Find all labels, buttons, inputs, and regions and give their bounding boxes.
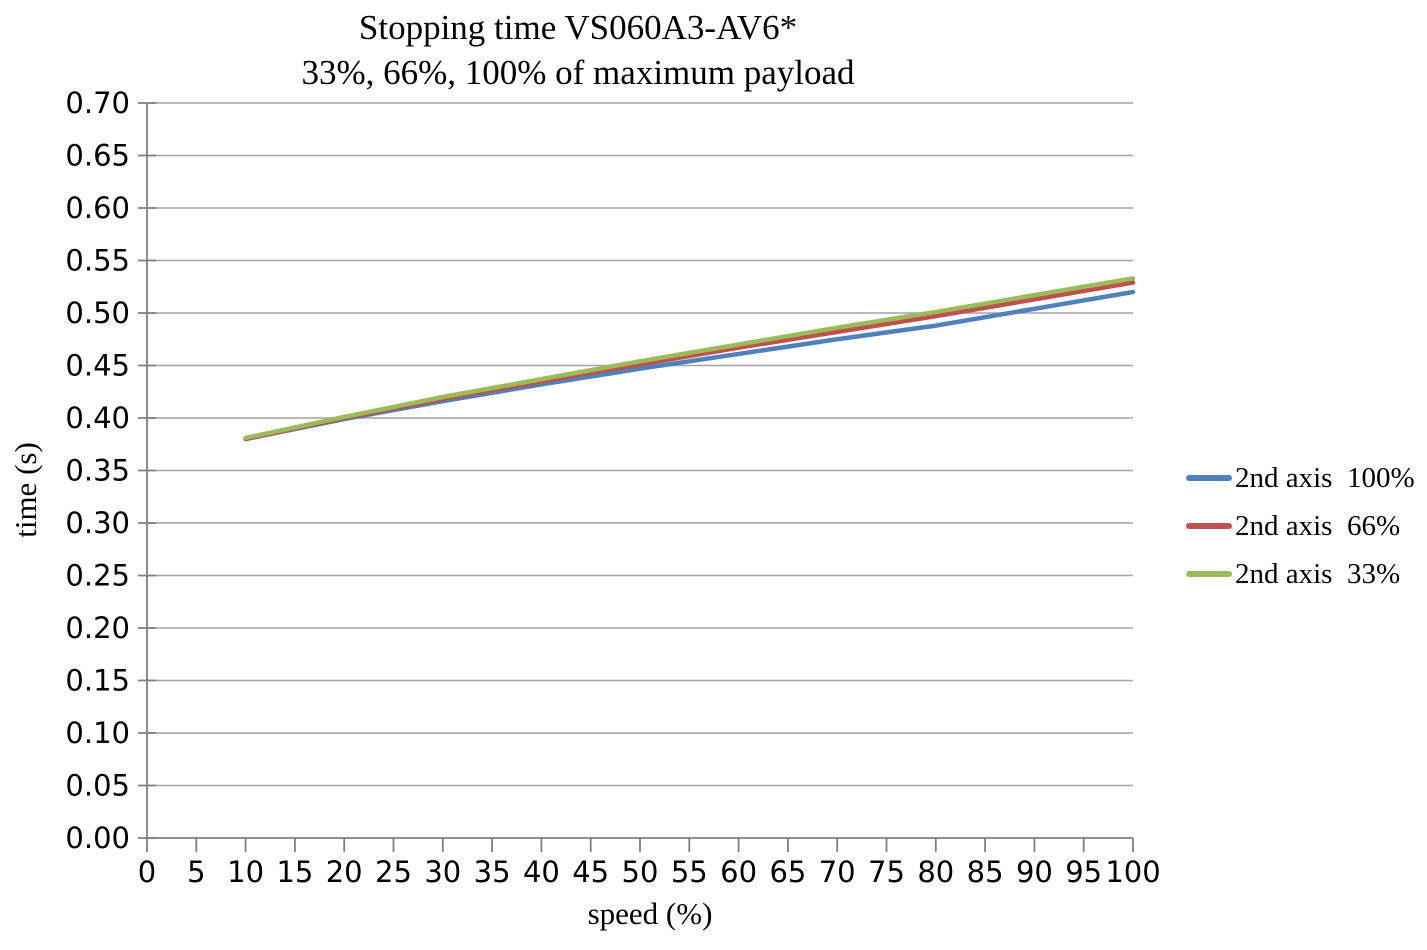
x-tick-label: 0	[138, 855, 156, 889]
legend-label: 2nd axis 100%	[1235, 461, 1415, 494]
legend-line-swatch	[1186, 523, 1232, 529]
x-axis-title: speed (%)	[587, 896, 713, 931]
x-tick-label: 80	[917, 855, 954, 889]
x-tick-label: 100	[1105, 855, 1160, 889]
x-tick-label: 35	[474, 855, 511, 889]
x-tick-label: 85	[967, 855, 1004, 889]
y-tick-label: 0.50	[65, 296, 130, 330]
y-tick-label: 0.45	[65, 349, 130, 383]
x-tick-label: 10	[227, 855, 264, 889]
legend-row: 2nd axis 100%	[1186, 454, 1415, 502]
x-tick-label: 55	[671, 855, 708, 889]
series-line-2nd-axis-33-	[243, 276, 1136, 441]
y-tick-label: 0.60	[65, 191, 130, 225]
x-tick-label: 60	[720, 855, 757, 889]
y-tick-label: 0.55	[65, 244, 130, 278]
y-tick-label: 0.40	[65, 401, 130, 435]
x-tick-label: 95	[1065, 855, 1102, 889]
legend-line-swatch	[1186, 475, 1232, 481]
legend-label: 2nd axis 33%	[1235, 557, 1401, 590]
y-tick-label: 0.65	[65, 139, 130, 173]
x-tick-label: 5	[187, 855, 205, 889]
x-tick-label: 30	[424, 855, 461, 889]
x-tick-label: 90	[1016, 855, 1053, 889]
y-tick-label: 0.25	[65, 559, 130, 593]
x-tick-label: 65	[769, 855, 806, 889]
x-tick-label: 15	[276, 855, 313, 889]
y-axis-title: time (s)	[8, 442, 43, 538]
x-tick-label: 50	[622, 855, 659, 889]
y-tick-label: 0.15	[65, 664, 130, 698]
y-tick-label: 0.35	[65, 454, 130, 488]
x-tick-label: 45	[572, 855, 609, 889]
legend: 2nd axis 100% 2nd axis 66% 2nd axis 33%	[1186, 454, 1415, 598]
y-tick-label: 0.05	[65, 769, 130, 803]
legend-line-swatch	[1186, 571, 1232, 577]
chart-title: Stopping time VS060A3-AV6*	[358, 8, 798, 47]
y-tick-label: 0.00	[65, 821, 130, 855]
legend-row: 2nd axis 33%	[1186, 550, 1415, 598]
x-tick-label: 40	[523, 855, 560, 889]
y-tick-label: 0.70	[65, 86, 130, 120]
y-tick-label: 0.10	[65, 716, 130, 750]
y-tick-label: 0.30	[65, 506, 130, 540]
x-tick-label: 75	[868, 855, 905, 889]
chart-subtitle: 33%, 66%, 100% of maximum payload	[301, 53, 855, 92]
x-tick-label: 70	[819, 855, 856, 889]
chart-title-block: Stopping time VS060A3-AV6* 33%, 66%, 100…	[78, 4, 1078, 95]
legend-row: 2nd axis 66%	[1186, 502, 1415, 550]
y-tick-label: 0.20	[65, 611, 130, 645]
x-tick-label: 20	[326, 855, 363, 889]
legend-label: 2nd axis 66%	[1235, 509, 1401, 542]
x-tick-label: 25	[375, 855, 412, 889]
